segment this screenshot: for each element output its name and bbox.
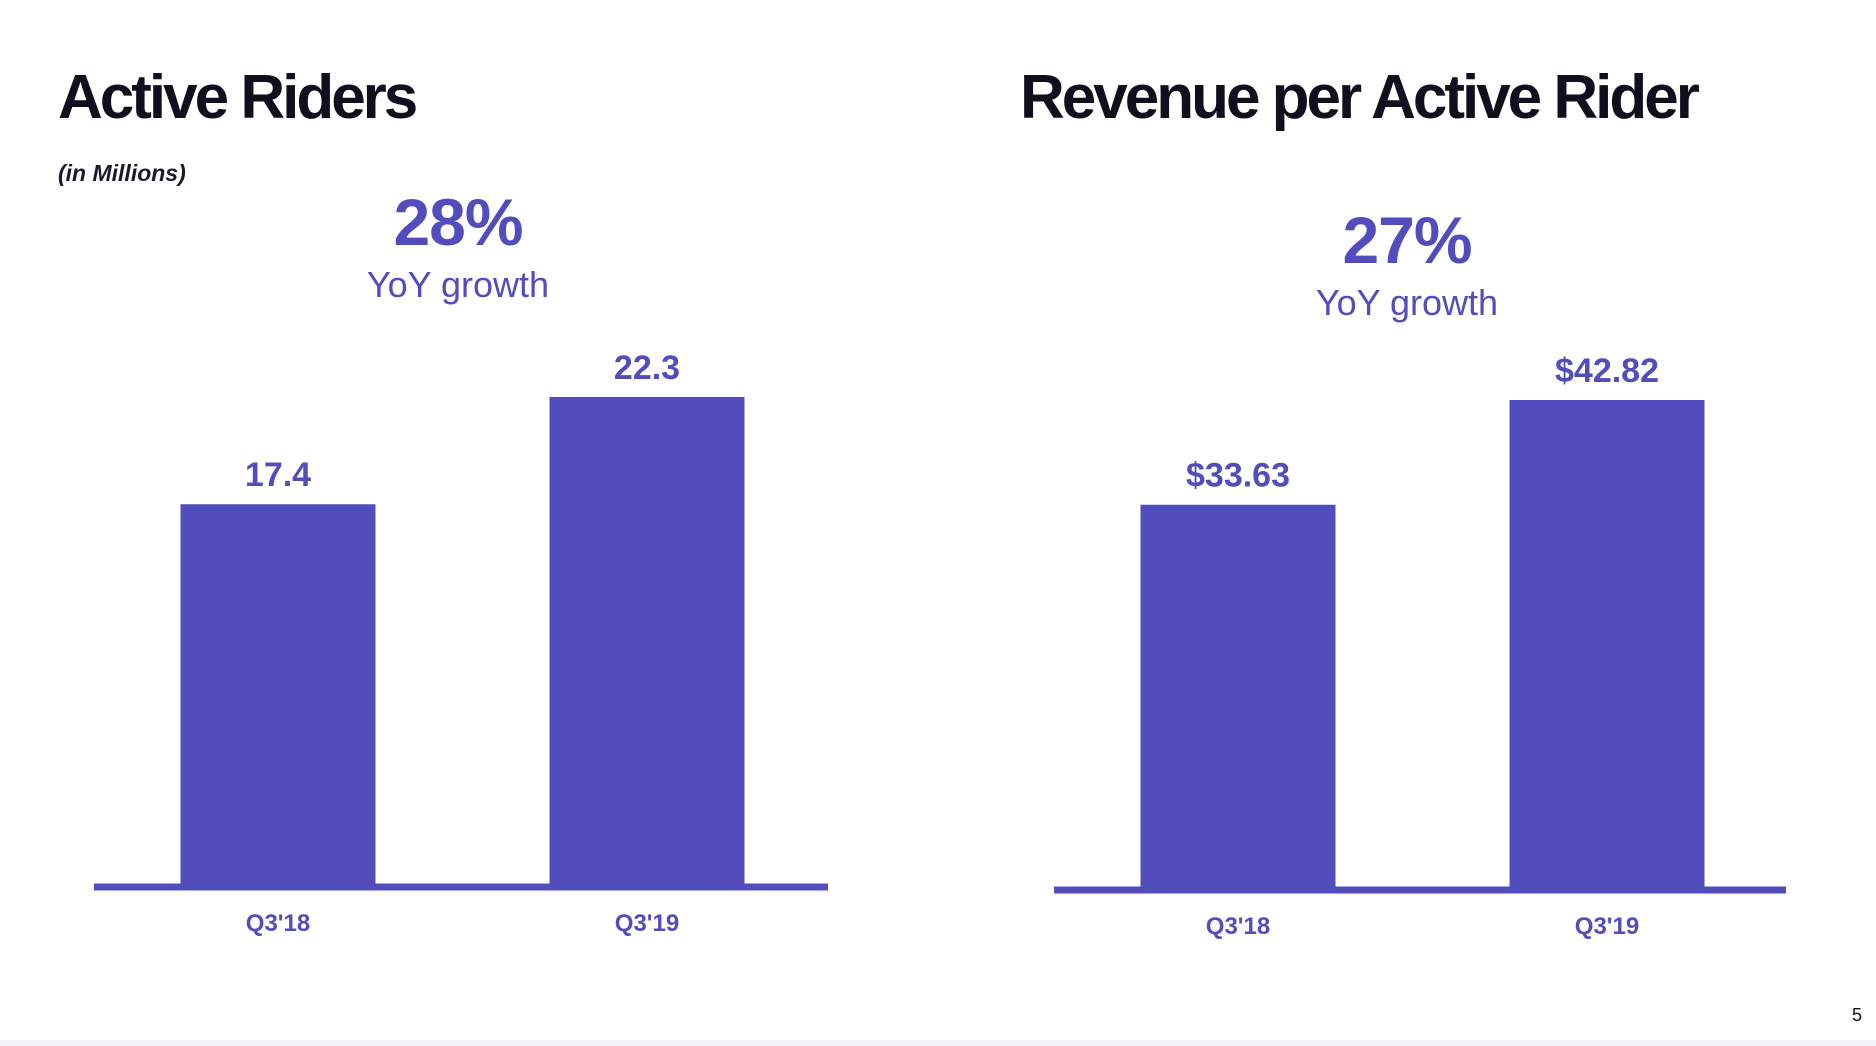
revenue-per-rider-bar-chart: $33.63 Q3'18 $42.82 Q3'19 [1054,352,1786,940]
footer-strip [0,1040,1876,1046]
active-riders-growth-label: YoY growth [366,264,550,305]
revenue-per-rider-category-label-2: Q3'19 [1575,913,1639,940]
revenue-per-rider-bar-2 [1509,400,1705,888]
active-riders-value-label-2: 22.3 [614,349,680,387]
active-riders-category-label-1: Q3'18 [246,910,310,937]
active-riders-bar-1 [180,504,376,885]
active-riders-panel: Active Riders (in Millions) 28% YoY grow… [0,0,938,1000]
revenue-per-rider-bar-1 [1140,504,1336,888]
revenue-per-rider-title: Revenue per Active Rider [1020,63,1700,132]
revenue-per-rider-growth-percent: 27% [1342,203,1472,277]
page-number: 5 [1851,1005,1862,1025]
active-riders-bar-chart: 17.4 Q3'18 22.3 Q3'19 [94,349,828,937]
revenue-per-rider-value-label-1: $33.63 [1186,457,1290,495]
active-riders-bar-2 [549,397,745,885]
revenue-per-rider-category-label-1: Q3'18 [1206,913,1270,940]
active-riders-category-label-2: Q3'19 [615,910,679,937]
revenue-per-rider-panel: Revenue per Active Rider 27% YoY growth … [938,0,1876,1000]
active-riders-value-label-1: 17.4 [245,456,311,494]
active-riders-title: Active Riders [58,63,418,132]
revenue-per-rider-value-label-2: $42.82 [1555,352,1659,390]
active-riders-subtitle: (in Millions) [58,160,186,186]
revenue-per-rider-growth-label: YoY growth [1315,282,1499,323]
active-riders-growth-percent: 28% [393,185,523,259]
